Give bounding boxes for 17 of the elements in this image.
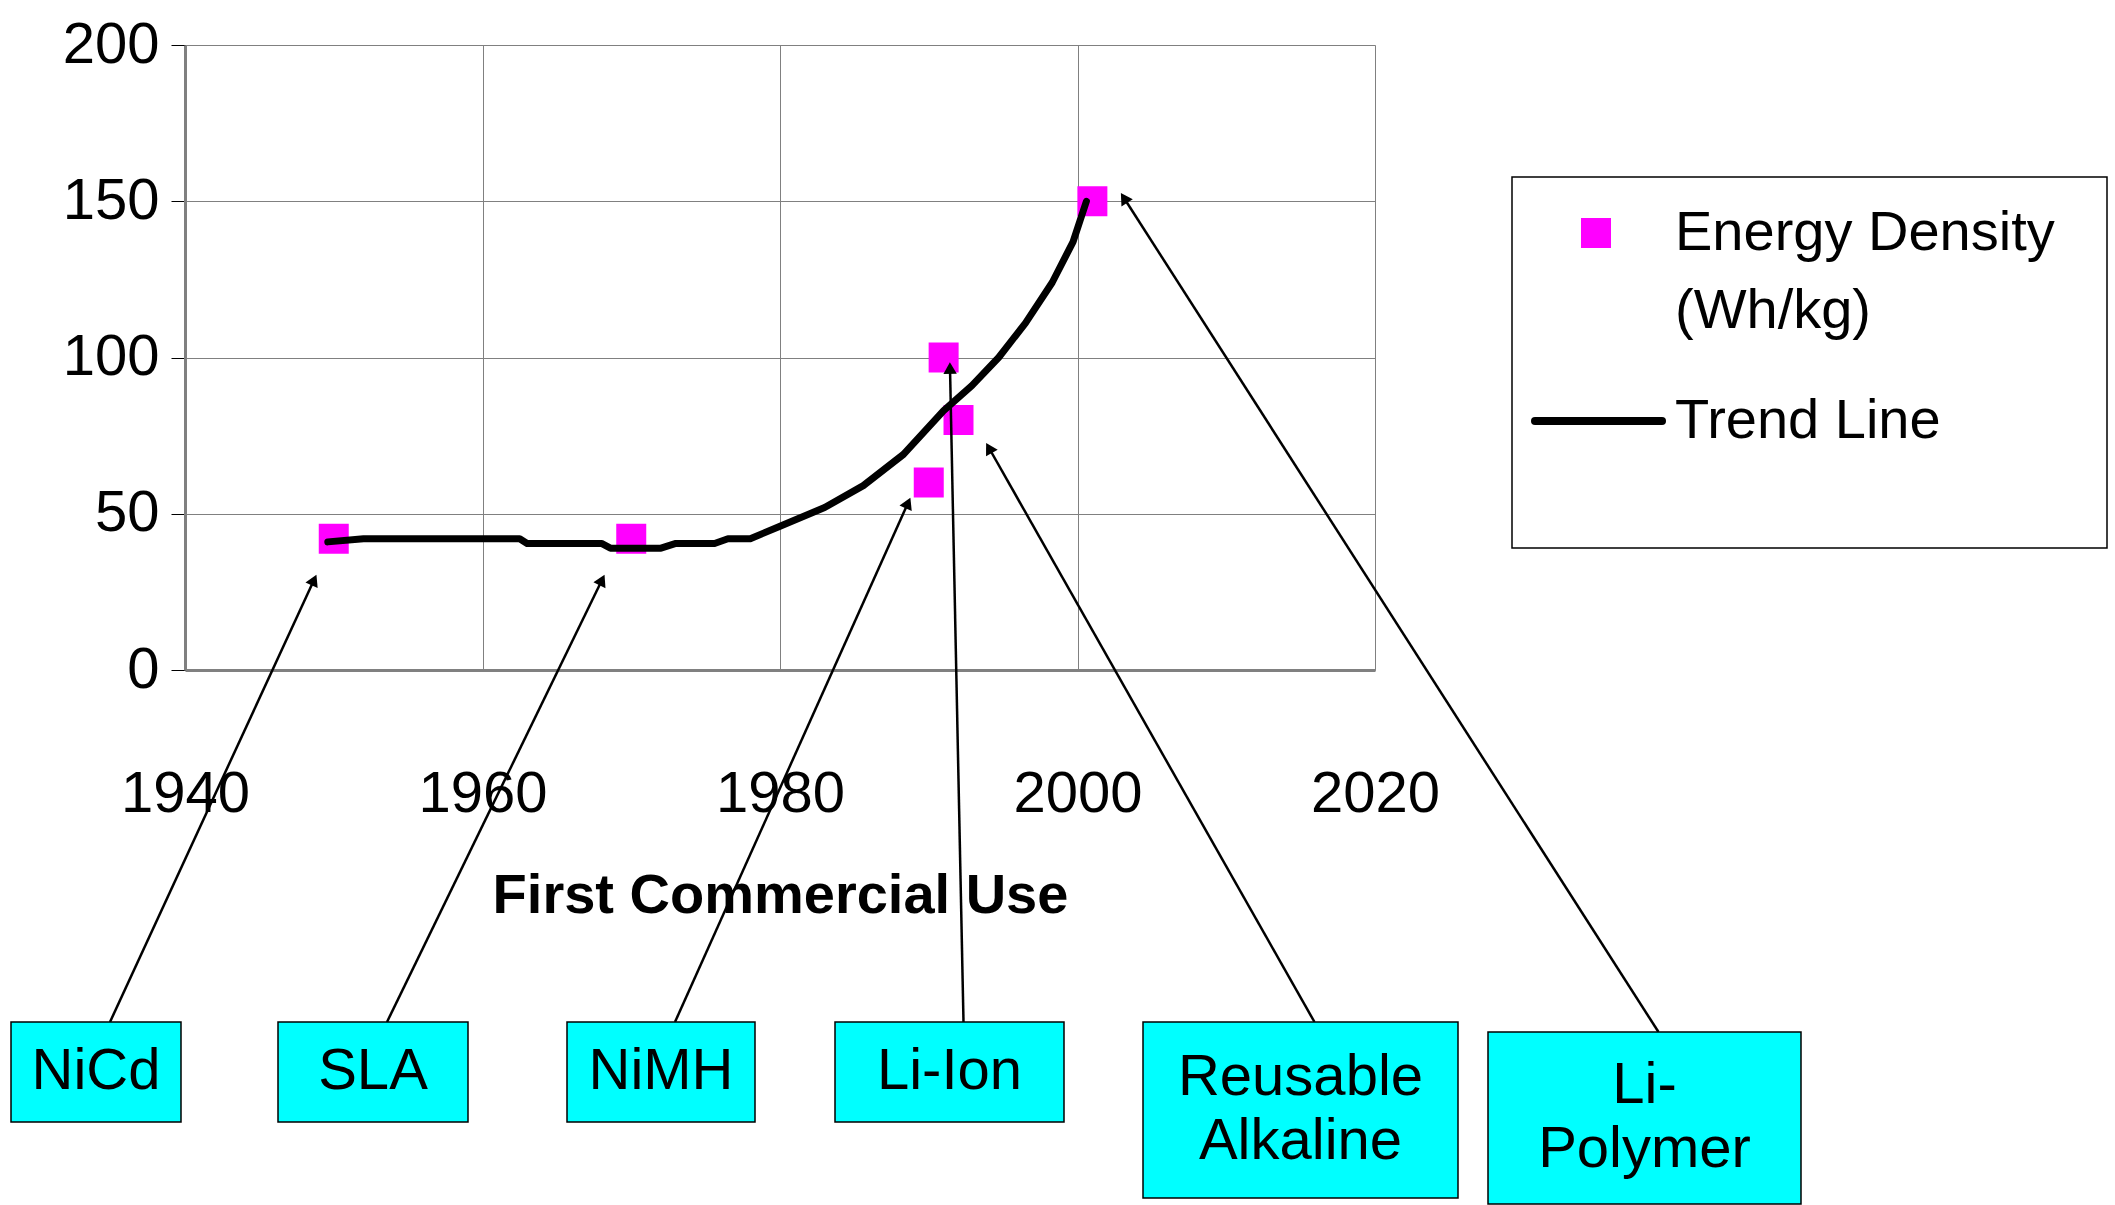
y-tick-label: 100 (62, 322, 160, 387)
y-tick-label: 200 (62, 9, 160, 75)
text: Li-Polymer (1538, 1050, 1751, 1179)
x-tick-label: 2020 (1310, 758, 1441, 824)
text: NiMH (588, 1036, 734, 1101)
text: SLA (318, 1036, 429, 1101)
y-tick-label: 0 (127, 634, 160, 700)
y-tick-label: 50 (94, 478, 160, 544)
y-tick-label: 150 (62, 165, 160, 231)
point (928, 342, 959, 373)
x-tick-label: 2000 (1013, 758, 1143, 824)
legend-label: Trend Line (1675, 387, 1941, 450)
text: Reusable Alkaline (1177, 1042, 1424, 1171)
text: NiCd (31, 1036, 161, 1101)
legend-label: Energy Density (Wh/kg) (1675, 199, 2055, 340)
point (913, 467, 944, 498)
text: Li-Ion (876, 1036, 1023, 1101)
